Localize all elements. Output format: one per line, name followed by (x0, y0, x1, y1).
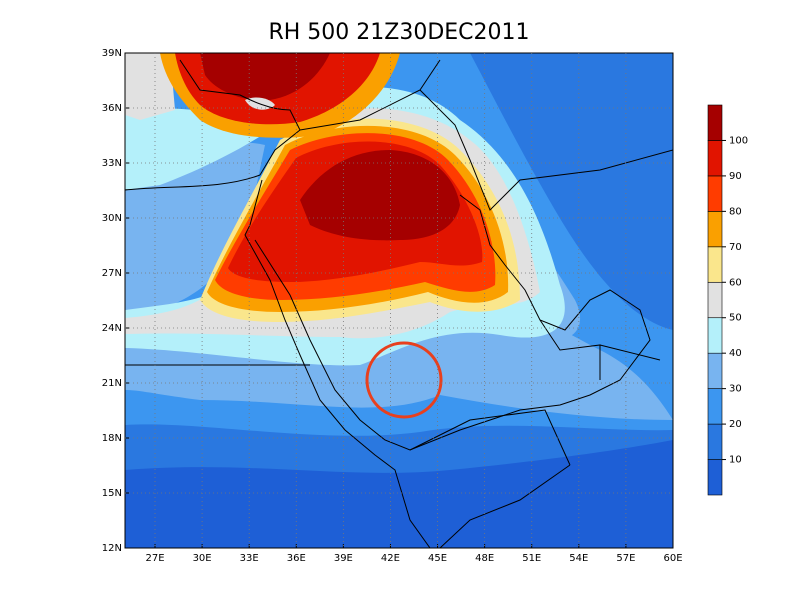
lon-label: 60E (663, 553, 682, 564)
lon-label: 36E (287, 553, 306, 564)
colorbar-segment (707, 104, 723, 141)
colorbar-segment (707, 175, 723, 212)
lat-label: 39N (102, 48, 122, 59)
colorbar-segment (707, 140, 723, 177)
colorbar-segment (707, 281, 723, 319)
lat-label: 12N (102, 543, 122, 554)
lat-label: 21N (102, 378, 122, 389)
lon-label: 45E (428, 553, 447, 564)
lon-label: 39E (334, 553, 353, 564)
colorbar-label: 50 (729, 313, 742, 324)
lon-label: 54E (569, 553, 588, 564)
colorbar-segment (707, 459, 723, 496)
lat-label: 36N (102, 103, 122, 114)
colorbar-label: 90 (729, 171, 742, 182)
lon-label: 57E (616, 553, 635, 564)
grid: 39N 36N 33N 30N 27N 24N 21N 18N 15N 12N 27E 30E 33E 3… (102, 48, 683, 564)
lat-label: 27N (102, 268, 122, 279)
colorbar-label: 100 (729, 135, 748, 146)
colorbar-label: 40 (729, 348, 742, 359)
lon-label: 42E (381, 553, 400, 564)
lat-label: 24N (102, 323, 122, 334)
colorbar-label: 70 (729, 242, 742, 253)
lon-label: 30E (193, 553, 212, 564)
colorbar-label: 60 (729, 277, 742, 288)
coastlines (125, 59, 673, 548)
colorbar-label: 30 (729, 384, 742, 395)
colorbar-label: 20 (729, 419, 742, 430)
map-frame (124, 52, 674, 549)
lon-label: 33E (240, 553, 259, 564)
colorbar-label: 10 (729, 455, 742, 466)
colorbar-segment (707, 352, 723, 389)
map-title: RH 500 21Z30DEC2011 (268, 20, 529, 45)
rh-field (125, 53, 673, 548)
lon-label: 51E (522, 553, 541, 564)
colorbar-segment (707, 317, 723, 354)
lat-label: 15N (102, 488, 122, 499)
lon-label: 48E (475, 553, 494, 564)
colorbar: 10 20 30 40 50 60 70 80 90 100 (707, 104, 748, 496)
lat-label: 33N (102, 158, 122, 169)
highlight-circle (365, 341, 443, 419)
colorbar-segment (707, 388, 723, 425)
colorbar-segment (707, 211, 723, 248)
colorbar-label: 80 (729, 206, 742, 217)
colorbar-segment (707, 246, 723, 283)
lat-label: 30N (102, 213, 122, 224)
colorbar-segment (707, 423, 723, 460)
lon-label: 27E (145, 553, 164, 564)
lat-label: 18N (102, 433, 122, 444)
